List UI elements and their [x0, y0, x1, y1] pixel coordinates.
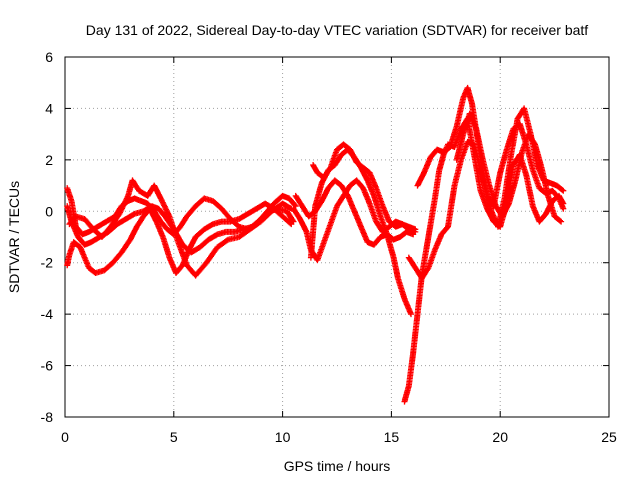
- series-track-d: [66, 177, 295, 279]
- y-tick-label: 4: [45, 100, 53, 116]
- y-tick-label: 0: [45, 203, 53, 219]
- y-tick-labels: -8 -6 -4 -2 0 2 4 6: [41, 49, 54, 425]
- plot-frame: [64, 56, 610, 418]
- x-tick-labels: 0 5 10 15 20 25: [61, 429, 617, 445]
- chart-title: Day 131 of 2022, Sidereal Day-to-day VTE…: [86, 22, 589, 38]
- x-axis-label: GPS time / hours: [284, 458, 391, 474]
- x-tick-label: 10: [275, 429, 291, 445]
- y-tick-label: -4: [41, 306, 54, 322]
- series-markers: [310, 141, 419, 233]
- series-track-c: [64, 200, 295, 276]
- y-tick-label: -6: [41, 358, 54, 374]
- y-tick-label: 6: [45, 49, 53, 65]
- series-track-h: [310, 141, 419, 233]
- series-markers: [292, 177, 417, 248]
- y-tick-label: -2: [41, 255, 54, 271]
- y-axis-label: SDTVAR / TECUs: [6, 181, 22, 293]
- x-tick-label: 0: [61, 429, 69, 445]
- series-track-l: [453, 110, 565, 225]
- axis-ticks: [64, 56, 610, 418]
- y-tick-label: 2: [45, 152, 53, 168]
- series-markers: [414, 84, 567, 230]
- series-track-f: [292, 177, 417, 248]
- series-markers: [66, 177, 295, 279]
- x-tick-label: 15: [384, 429, 400, 445]
- series-markers: [453, 110, 565, 225]
- x-tick-label: 25: [601, 429, 617, 445]
- x-tick-label: 5: [170, 429, 178, 445]
- data-points: [64, 84, 567, 405]
- series-track-k: [414, 84, 567, 230]
- series-markers: [64, 200, 295, 276]
- x-tick-label: 20: [492, 429, 508, 445]
- y-tick-label: -8: [41, 409, 54, 425]
